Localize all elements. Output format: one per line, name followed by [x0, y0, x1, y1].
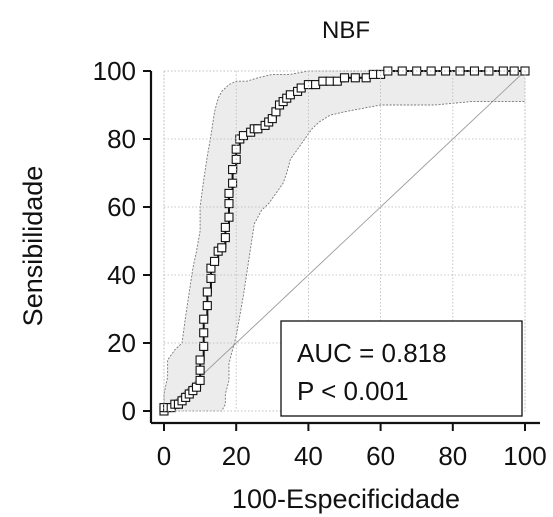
plot-frame — [163, 70, 526, 412]
reference-diagonal — [163, 70, 526, 412]
roc-point-11 — [195, 375, 205, 385]
roc-point-65 — [484, 66, 494, 76]
plot-area — [159, 66, 530, 416]
axes — [143, 70, 540, 431]
ci-lower-line — [164, 101, 525, 412]
y-tick-label-2: 40 — [107, 260, 136, 290]
ci-upper-line — [163, 70, 525, 411]
roc-point-27 — [224, 199, 234, 209]
roc-point-15 — [199, 328, 209, 338]
y-tick-label-0: 0 — [122, 396, 136, 426]
roc-point-30 — [228, 165, 238, 175]
roc-point-54 — [350, 73, 360, 83]
x-tick-label-3: 60 — [366, 441, 395, 471]
roc-point-53 — [339, 73, 350, 83]
auc-annotation: AUC = 0.818 — [297, 338, 447, 368]
y-tick-label-3: 60 — [107, 192, 136, 222]
x-tick-label-0: 0 — [157, 441, 171, 471]
roc-point-21 — [209, 256, 220, 266]
y-tick-label-4: 80 — [107, 124, 136, 154]
roc-point-12 — [195, 365, 205, 375]
x-tick-label-1: 20 — [222, 441, 251, 471]
roc-point-64 — [469, 66, 480, 76]
chart-title: NBF — [322, 17, 370, 44]
y-tick-label-1: 20 — [107, 328, 136, 358]
roc-point-19 — [206, 273, 216, 283]
roc-point-13 — [195, 355, 205, 365]
annotation-box: AUC = 0.818 P < 0.001 — [280, 320, 523, 417]
x-axis-label: 100-Especificidade — [232, 484, 460, 514]
y-tick-label-5: 100 — [93, 56, 136, 86]
roc-point-17 — [202, 301, 212, 311]
roc-point-18 — [202, 287, 212, 297]
roc-point-63 — [455, 66, 465, 76]
x-tick-label-2: 40 — [294, 441, 323, 471]
roc-point-26 — [224, 212, 234, 222]
roc-point-23 — [217, 243, 227, 253]
roc-point-28 — [224, 188, 234, 198]
confidence-band — [164, 71, 525, 411]
x-tick-label-4: 80 — [438, 441, 467, 471]
y-axis-label: Sensibilidade — [18, 166, 48, 327]
tick-labels: 0 20 40 60 80 100 0 20 40 60 80 100 — [93, 56, 547, 471]
roc-point-24 — [220, 233, 230, 243]
roc-point-25 — [220, 222, 230, 232]
x-tick-label-5: 100 — [503, 441, 546, 471]
p-value-annotation: P < 0.001 — [297, 376, 409, 406]
roc-point-16 — [199, 314, 209, 324]
roc-point-14 — [199, 341, 209, 351]
roc-point-29 — [228, 178, 238, 188]
annotation-frame — [280, 320, 523, 417]
